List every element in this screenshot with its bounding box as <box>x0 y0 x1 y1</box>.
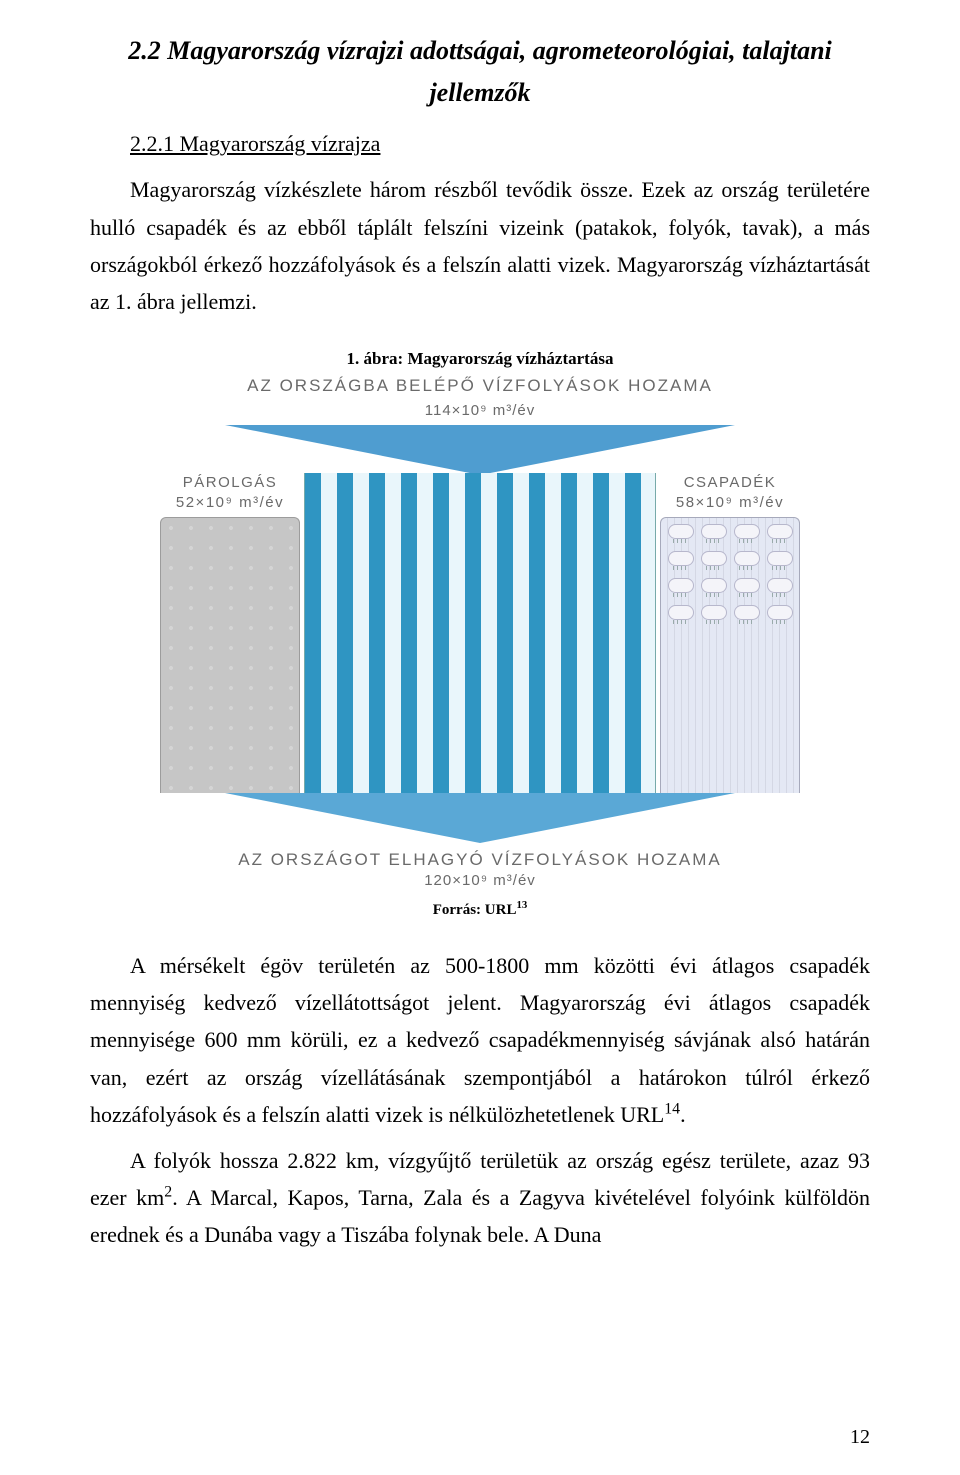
evaporation-box-icon <box>160 517 300 793</box>
section-heading: 2.2 Magyarország vízrajzi adottságai, ag… <box>90 30 870 113</box>
page-number: 12 <box>850 1426 870 1449</box>
diagram-bottom-value: 120×10⁹ m³/év <box>90 872 870 889</box>
heading-line2: jellemzők <box>429 78 530 107</box>
evaporation-label: PÁROLGÁS 52×10⁹ m³/év <box>160 473 300 514</box>
diagram-top-value: 114×10⁹ m³/év <box>90 402 870 419</box>
figure-source: Forrás: URL13 <box>90 899 870 919</box>
evaporation-block: PÁROLGÁS 52×10⁹ m³/év <box>160 473 300 793</box>
water-balance-diagram: AZ ORSZÁGBA BELÉPŐ VÍZFOLYÁSOK HOZAMA 11… <box>90 375 870 889</box>
precipitation-block: CSAPADÉK 58×10⁹ m³/év <box>660 473 800 793</box>
river-flow-stripes-icon <box>304 473 656 793</box>
diagram-middle-row: PÁROLGÁS 52×10⁹ m³/év CSAPADÉK 58×10⁹ m³… <box>90 473 870 793</box>
subsection-heading: 2.2.1 Magyarország vízrajza <box>90 131 870 157</box>
paragraph-2a: A mérsékelt égöv területén az 500-1800 m… <box>90 947 870 1134</box>
paragraph-2b: A folyók hossza 2.822 km, vízgyűjtő terü… <box>90 1142 870 1254</box>
outflow-arrow-icon <box>225 793 735 843</box>
diagram-bottom-label: AZ ORSZÁGOT ELHAGYÓ VÍZFOLYÁSOK HOZAMA <box>90 849 870 872</box>
heading-line1: 2.2 Magyarország vízrajzi adottságai, ag… <box>128 36 832 65</box>
precipitation-label: CSAPADÉK 58×10⁹ m³/év <box>660 473 800 514</box>
diagram-top-label: AZ ORSZÁGBA BELÉPŐ VÍZFOLYÁSOK HOZAMA <box>90 375 870 398</box>
inflow-arrow-icon <box>225 425 735 475</box>
precipitation-box-icon <box>660 517 800 793</box>
figure-caption: 1. ábra: Magyarország vízháztartása <box>90 349 870 369</box>
paragraph-1: Magyarország vízkészlete három részből t… <box>90 171 870 321</box>
